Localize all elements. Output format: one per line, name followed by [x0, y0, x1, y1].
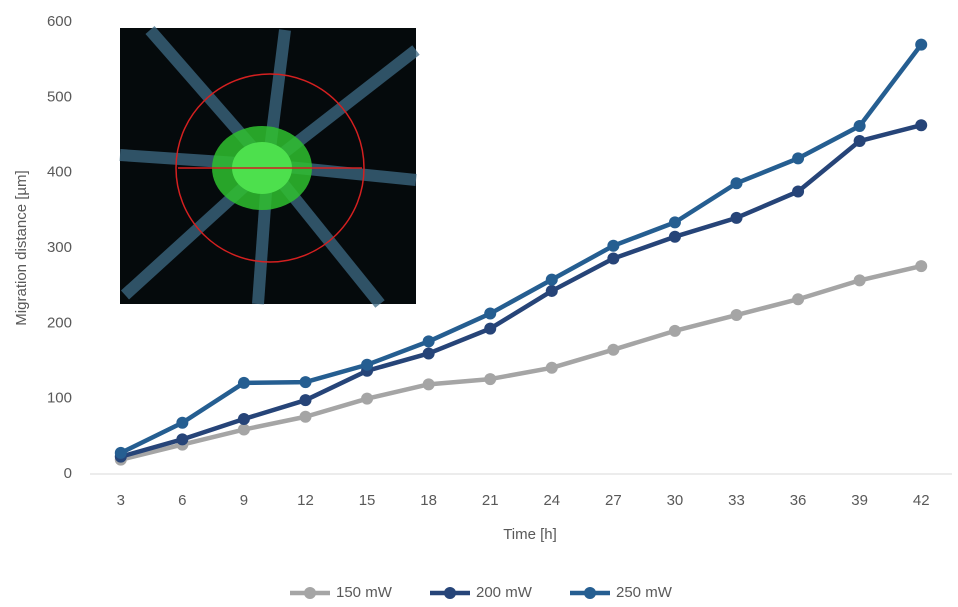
x-tick-label: 12: [297, 492, 314, 509]
data-point: [546, 274, 558, 286]
x-tick-label: 42: [913, 492, 930, 509]
x-tick-label: 27: [605, 492, 622, 509]
data-point: [854, 135, 866, 147]
y-axis-title: Migration distance [µm]: [13, 170, 30, 325]
data-point: [669, 325, 681, 337]
data-point: [915, 119, 927, 131]
x-tick-label: 21: [482, 492, 499, 509]
x-tick-label: 36: [790, 492, 807, 509]
x-axis-title: Time [h]: [503, 526, 557, 543]
data-point: [423, 335, 435, 347]
data-point: [176, 417, 188, 429]
data-point: [669, 216, 681, 228]
legend-marker: [584, 587, 596, 599]
y-tick-label: 400: [47, 164, 72, 181]
legend-label: 250 mW: [616, 584, 673, 601]
data-point: [792, 186, 804, 198]
x-tick-label: 15: [359, 492, 376, 509]
y-tick-label: 500: [47, 88, 72, 105]
data-point: [300, 394, 312, 406]
data-point: [546, 285, 558, 297]
data-point: [854, 274, 866, 286]
data-point: [423, 347, 435, 359]
x-tick-label: 9: [240, 492, 248, 509]
data-point: [361, 393, 373, 405]
x-tick-label: 18: [420, 492, 437, 509]
data-point: [915, 39, 927, 51]
legend-marker: [304, 587, 316, 599]
data-point: [546, 362, 558, 374]
y-tick-label: 300: [47, 239, 72, 256]
legend-label: 200 mW: [476, 584, 533, 601]
page: Time [h] Migration distance [µm] 0 100 200…: [0, 0, 958, 607]
x-tick-label: 6: [178, 492, 186, 509]
data-point: [238, 377, 250, 389]
data-point: [484, 308, 496, 320]
chart: Time [h] Migration distance [µm] 0 100 200…: [0, 0, 958, 602]
data-point: [300, 376, 312, 388]
y-tick-label: 100: [47, 390, 72, 407]
data-point: [300, 411, 312, 423]
data-point: [238, 424, 250, 436]
data-point: [484, 323, 496, 335]
data-point: [915, 260, 927, 272]
inset-image: [120, 28, 416, 304]
data-point: [792, 152, 804, 164]
x-tick-label: 39: [851, 492, 868, 509]
data-point: [484, 373, 496, 385]
data-point: [854, 120, 866, 132]
x-tick-label: 30: [667, 492, 684, 509]
y-tick-label: 0: [64, 465, 72, 482]
data-point: [607, 240, 619, 252]
data-point: [731, 177, 743, 189]
data-point: [731, 212, 743, 224]
legend-marker: [444, 587, 456, 599]
legend-label: 150 mW: [336, 584, 393, 601]
data-point: [792, 293, 804, 305]
data-point: [176, 433, 188, 445]
data-point: [607, 253, 619, 265]
x-tick-label: 33: [728, 492, 745, 509]
data-point: [423, 378, 435, 390]
data-point: [607, 344, 619, 356]
data-point: [731, 309, 743, 321]
x-tick-label: 3: [117, 492, 125, 509]
data-point: [361, 359, 373, 371]
data-point: [115, 447, 127, 459]
data-point: [669, 231, 681, 243]
y-tick-label: 600: [47, 13, 72, 30]
y-tick-label: 200: [47, 314, 72, 331]
x-tick-label: 24: [543, 492, 560, 509]
data-point: [238, 413, 250, 425]
